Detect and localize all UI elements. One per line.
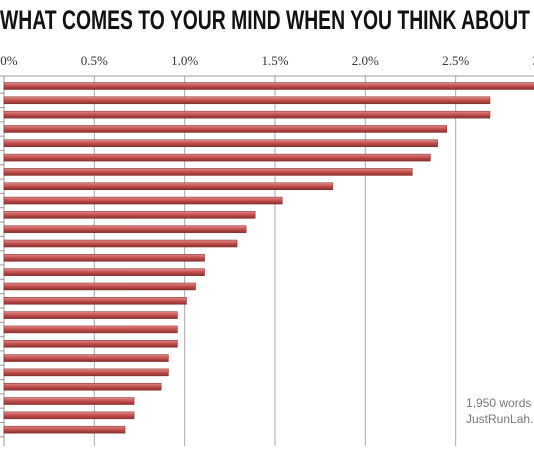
x-tick-label: 2.0% xyxy=(352,53,379,68)
bar xyxy=(3,340,178,348)
x-tick-label: 0.0% xyxy=(0,53,18,68)
bar xyxy=(3,96,491,105)
x-tick-label: 3.0% xyxy=(532,53,534,68)
bar xyxy=(3,82,534,90)
x-tick-label: 1.5% xyxy=(261,53,288,68)
bar xyxy=(3,354,169,362)
bar xyxy=(3,225,247,233)
x-tick-label: 1.0% xyxy=(171,53,198,68)
bar xyxy=(3,382,162,391)
bar xyxy=(3,297,187,305)
bar xyxy=(3,325,178,334)
bar xyxy=(3,239,238,248)
bar xyxy=(3,153,431,162)
bar xyxy=(3,268,205,276)
annotation: JustRunLah. xyxy=(466,412,533,426)
bar xyxy=(3,282,196,291)
bar xyxy=(3,368,169,377)
bar xyxy=(3,139,438,148)
bar xyxy=(3,397,135,405)
bar xyxy=(3,254,205,262)
bar xyxy=(3,425,126,434)
chart-title: WHAT COMES TO YOUR MIND WHEN YOU THINK A… xyxy=(0,5,534,35)
x-tick-label: 2.5% xyxy=(442,53,469,68)
x-tick-label: 0.5% xyxy=(81,53,108,68)
bar xyxy=(3,168,413,176)
bar xyxy=(3,110,491,119)
bar xyxy=(3,311,178,319)
annotation: 1,950 words xyxy=(466,396,531,410)
bar xyxy=(3,196,283,205)
bar xyxy=(3,211,256,219)
bar xyxy=(3,125,447,133)
bar xyxy=(3,182,334,190)
bar xyxy=(3,411,135,420)
